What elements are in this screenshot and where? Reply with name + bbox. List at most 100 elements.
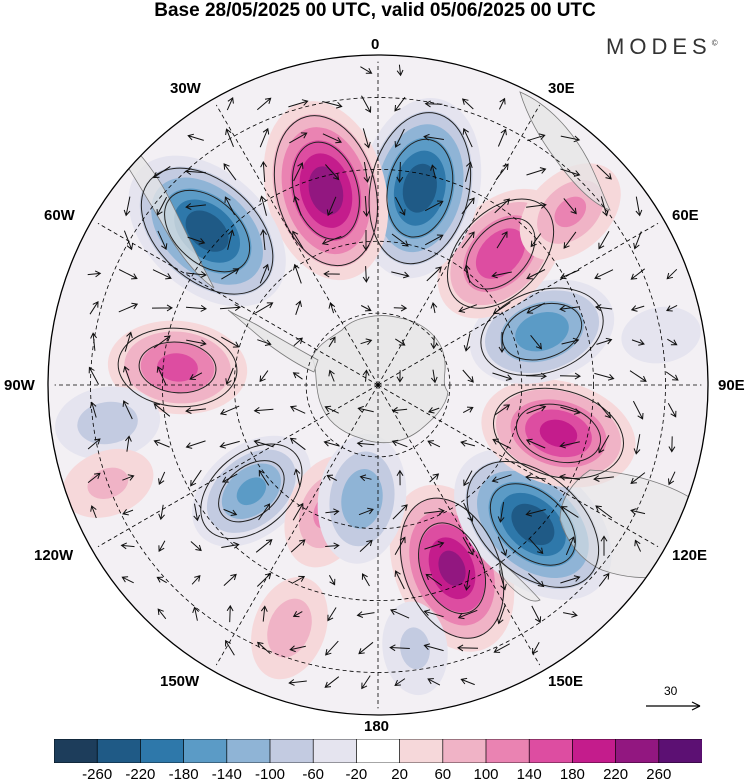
wind-arrow [156,576,167,584]
colorbar-cell [312,739,358,763]
wind-arrow [394,678,406,686]
wind-arrow [323,439,340,447]
colorbar-cell [140,739,185,763]
wind-arrow [393,304,408,312]
wind-arrow [90,505,97,519]
reference-vector-label: 30 [664,684,678,698]
wind-arrow [156,196,168,216]
wind-arrow [326,474,338,481]
wind-arrow [491,271,512,279]
wind-arrow [189,372,203,380]
wind-arrow [293,263,302,284]
meridian-line [377,384,659,548]
wind-arrow [226,97,234,111]
wind-arrow [356,611,375,618]
wind-arrow [185,440,206,449]
lon-label-150e: 150E [548,673,584,690]
wind-arrow [221,268,240,280]
wind-arrow [561,337,580,345]
wind-arrow [390,608,410,619]
wind-arrow [396,161,404,183]
meridian-line [97,384,379,548]
lon-label-150w: 150W [160,673,200,690]
wind-arrow [293,468,301,487]
wind-arrow [666,304,678,312]
wind-arrow [457,609,478,620]
wind-arrow [89,401,97,418]
height-contour [418,522,486,615]
wind-arrow [359,539,373,552]
anomaly-center [263,101,389,281]
wind-arrow [223,573,237,586]
colorbar-tick-label: -100 [254,766,286,783]
wind-arrow [361,573,370,587]
wind-arrow [492,301,511,315]
wind-arrow [460,440,476,447]
wind-arrow [186,339,207,347]
wind-arrow [560,406,581,415]
wind-arrow [87,472,101,483]
wind-arrow [528,538,544,555]
wind-arrow [121,576,134,584]
wind-arrow [158,540,166,553]
anomaly-contour-fill [554,196,587,228]
wind-arrow [492,372,513,381]
wind-arrow [321,235,342,246]
height-contour [489,483,576,566]
wind-arrow [325,508,340,516]
wind-arrow [360,66,373,74]
colorbar [54,739,702,763]
lon-label-0: 0 [371,36,380,53]
wind-arrow [497,604,506,625]
anomaly-contour-fill [185,210,229,252]
wind-arrow [223,163,237,181]
wind-arrow [668,471,676,486]
lon-label-60e: 60E [672,207,699,224]
colorbar-tick-label: 60 [434,766,452,783]
wind-arrow [460,677,475,686]
wind-arrow [462,369,474,383]
wind-arrow [525,509,546,517]
anomaly-contour-fill [621,306,701,364]
colorbar-cell [658,739,702,763]
wind-arrow [158,504,165,521]
wind-arrow [123,230,134,251]
height-contour [200,443,303,539]
anomaly-contour-fill [400,627,430,670]
wind-arrow [158,471,166,485]
wind-arrow [187,133,204,141]
wind-arrow [289,132,308,144]
latitude-circle [161,168,595,602]
anomaly-center [251,576,328,680]
wind-arrow [665,371,679,381]
wind-arrow [153,439,170,448]
colorbar-cell [54,739,98,763]
wind-arrow [423,133,444,141]
wind-arrow [634,539,642,552]
wind-arrow [221,336,240,348]
wind-arrow [153,403,171,417]
height-contour [368,112,472,265]
wind-arrow [295,300,302,315]
wind-arrow [497,128,507,147]
wind-arrow [423,609,444,618]
wind-arrow [429,473,440,483]
anomaly-contour-fill [475,228,526,279]
wind-arrow [430,335,438,350]
wind-arrow [325,640,339,656]
wind-arrow [122,508,134,516]
anomaly-contour-fill [515,311,569,352]
wind-arrow [256,572,272,587]
colorbar-cell [356,739,401,763]
lon-label-30e: 30E [548,80,575,97]
wind-arrow [227,229,235,250]
wind-arrow [192,606,199,621]
wind-arrow [327,607,337,622]
wind-arrow [394,128,405,148]
wind-arrow [424,200,444,212]
wind-arrow [494,404,511,416]
wind-arrow [363,162,371,183]
colorbar-tick-label: -180 [168,766,199,783]
wind-arrow [185,203,206,210]
